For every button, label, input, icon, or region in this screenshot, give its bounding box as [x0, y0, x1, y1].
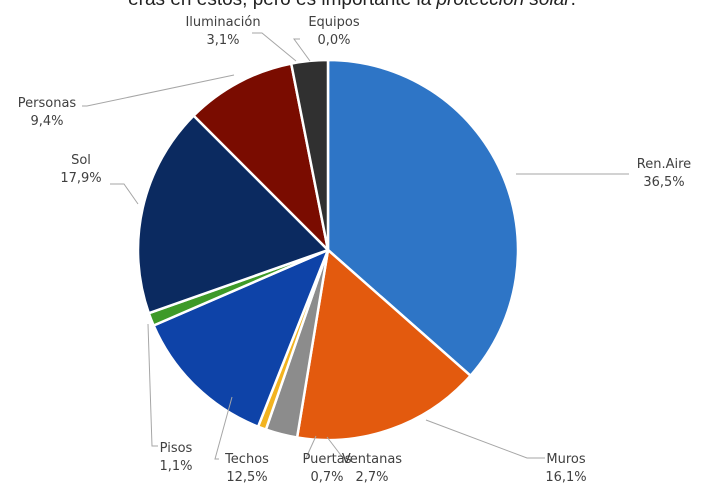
leader-line-techos: [214, 396, 233, 460]
caption-part-1: eras en estos, pero es importante la: [128, 0, 436, 10]
data-labels: Ren.Aire 36,5% Muros 16,1% Ventanas 2,7% Puert…: [18, 15, 691, 485]
slice-label-muros: Muros: [546, 452, 585, 467]
slice-label-personas: Personas: [18, 96, 77, 111]
slice-label-equipos: Equipos: [308, 15, 360, 30]
caption-part-2: .: [571, 0, 576, 10]
leader-line-iluminaci-n: [252, 32, 297, 62]
slice-label-sol: Sol: [71, 153, 91, 168]
leader-lines: [82, 32, 629, 460]
leader-line-equipos: [293, 38, 311, 62]
slice-value-equipos: 0,0%: [317, 33, 350, 48]
leader-line-sol: [110, 183, 139, 205]
slice-label-puertas: Puertas: [302, 452, 351, 467]
slice-value-iluminaci-n: 3,1%: [206, 33, 239, 48]
slice-label-iluminaci-n: Iluminación: [185, 15, 260, 30]
pie-slice-techos: [152, 248, 330, 428]
slice-value-ren-aire: 36,5%: [643, 175, 684, 190]
slice-value-techos: 12,5%: [226, 470, 267, 485]
slice-value-ventanas: 2,7%: [355, 470, 388, 485]
slice-value-pisos: 1,1%: [159, 459, 192, 474]
caption-text: eras en estos, pero es importante la pro…: [0, 0, 704, 11]
leader-line-muros: [425, 419, 545, 459]
leader-line-puertas: [305, 435, 317, 459]
leader-line-pisos: [147, 323, 158, 447]
slice-value-puertas: 0,7%: [310, 470, 343, 485]
slice-label-techos: Techos: [224, 452, 269, 467]
slice-label-ventanas: Ventanas: [342, 452, 402, 467]
pie-slice-ren-aire: [326, 58, 520, 377]
pie-slice-sol: [136, 114, 330, 315]
caption-emphasis: protección solar: [436, 0, 570, 10]
slice-value-sol: 17,9%: [60, 171, 101, 186]
pie-slice-personas: [192, 62, 330, 252]
pie-slices: [136, 58, 520, 442]
slice-value-personas: 9,4%: [30, 114, 63, 129]
leader-line-personas: [82, 74, 235, 107]
slice-label-pisos: Pisos: [160, 441, 193, 456]
leader-line-ventanas: [326, 436, 344, 459]
slice-value-muros: 16,1%: [545, 470, 586, 485]
slice-label-ren-aire: Ren.Aire: [637, 157, 691, 172]
